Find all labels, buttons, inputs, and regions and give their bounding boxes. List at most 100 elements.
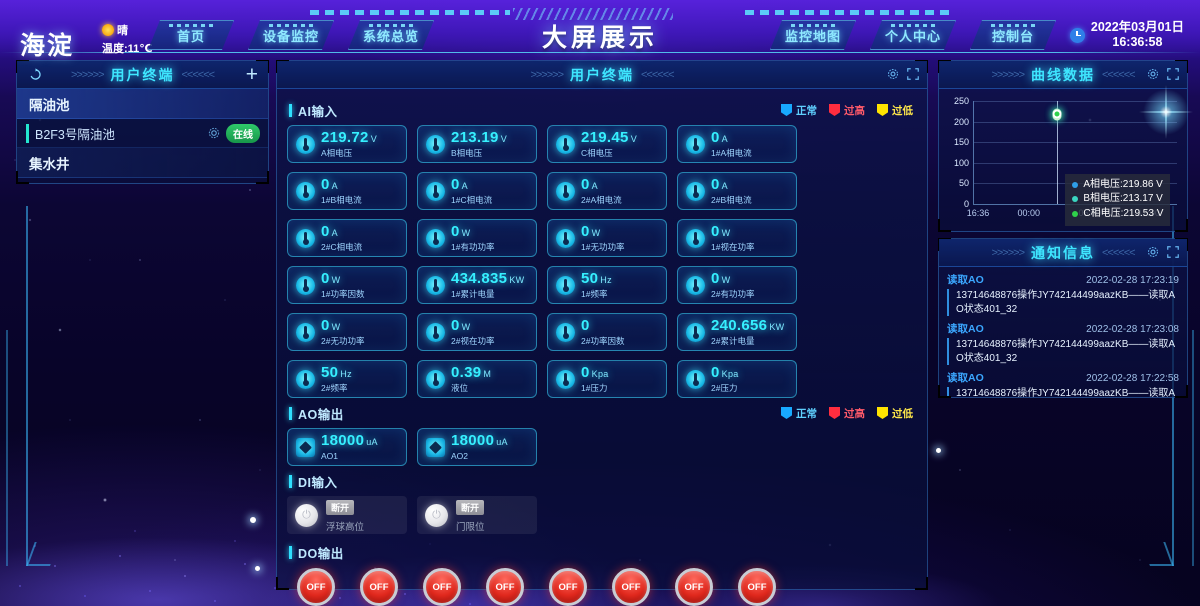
ai-tile-label: 2#视在功率	[451, 335, 495, 346]
ai-tile-unit: A	[721, 134, 728, 145]
gear-icon[interactable]	[887, 68, 899, 80]
ai-tile-unit: W	[461, 228, 471, 239]
ai-tile[interactable]: 50 Hz 2#频率	[287, 360, 407, 398]
gear-icon[interactable]	[1147, 246, 1159, 258]
status-badge: 在线	[226, 123, 260, 143]
section-ao-output: AO输出	[289, 404, 344, 423]
do-button[interactable]: OFF2#水泵	[360, 568, 398, 606]
do-button[interactable]: OFF4#水泵	[486, 568, 524, 606]
do-button-state[interactable]: OFF	[612, 568, 650, 606]
chart-y-tick: 50	[958, 178, 969, 189]
chart-gridline	[974, 142, 1177, 144]
ai-tile[interactable]: 240.656 KW 2#累计电量	[677, 313, 797, 351]
panel-title: 曲线数据	[1031, 66, 1095, 83]
do-button-state[interactable]: OFF	[549, 568, 587, 606]
tree-group-sump[interactable]: 集水井	[17, 148, 268, 178]
chart-x-tick: 00:00	[1017, 208, 1041, 218]
section-label: AO输出	[298, 408, 344, 422]
power-icon	[295, 503, 318, 527]
fullscreen-icon[interactable]	[1167, 246, 1179, 258]
ai-tile[interactable]: 0 2#功率因数	[547, 313, 667, 351]
ai-tile[interactable]: 219.72 V A相电压	[287, 125, 407, 163]
decorative-glow-dot	[255, 566, 260, 571]
chart-plot-area[interactable]: 05010015020025016:3600:0006:0012:00A相电压:…	[954, 96, 1177, 226]
ao-tile-value: 18000 uA	[321, 432, 378, 450]
ai-tile[interactable]: 0 A 2#A相电流	[547, 172, 667, 210]
ai-tile[interactable]: 50 Hz 1#频率	[547, 266, 667, 304]
do-button[interactable]: OFF3#阀门	[675, 568, 713, 606]
do-button[interactable]: OFF2#阀门	[612, 568, 650, 606]
refresh-icon[interactable]	[29, 68, 42, 81]
nav-item-console[interactable]: 控制台	[970, 20, 1056, 50]
add-terminal-button[interactable]: +	[245, 63, 258, 86]
gear-icon[interactable]	[1147, 68, 1159, 80]
ai-tile-value: 0.39 M	[451, 364, 492, 382]
do-button-state[interactable]: OFF	[738, 568, 776, 606]
ai-tile[interactable]: 0 W 2#无功功率	[287, 313, 407, 351]
gauge-icon	[686, 275, 705, 295]
chart-gridline	[974, 121, 1177, 123]
do-button-state[interactable]: OFF	[675, 568, 713, 606]
do-button-state[interactable]: OFF	[423, 568, 461, 606]
tree-item-b2f3[interactable]: B2F3号隔油池 在线	[17, 119, 268, 148]
do-button[interactable]: OFF3#水泵	[423, 568, 461, 606]
legend-label-low: 过低	[892, 407, 913, 420]
tree-group-oil-tank[interactable]: 隔油池	[17, 89, 268, 119]
ai-tile-unit: W	[331, 322, 341, 333]
legend-label-high: 过高	[844, 407, 865, 420]
ai-tile[interactable]: 0 A 2#C相电流	[287, 219, 407, 257]
ai-tile[interactable]: 219.45 V C相电压	[547, 125, 667, 163]
do-button-state[interactable]: OFF	[297, 568, 335, 606]
power-icon	[425, 503, 448, 527]
notification-list[interactable]: 读取AO 2022-02-28 17:23:19 13714648876操作JY74…	[939, 267, 1187, 397]
ao-tile[interactable]: 18000 uA AO2	[417, 428, 537, 466]
ai-tile[interactable]: 0 A 1#C相电流	[417, 172, 537, 210]
ai-tile[interactable]: 0 W 1#视在功率	[677, 219, 797, 257]
ao-tile[interactable]: 18000 uA AO1	[287, 428, 407, 466]
ao-tile-value: 18000 uA	[451, 432, 508, 450]
do-button[interactable]: OFF报警器	[738, 568, 776, 606]
notification-item[interactable]: 读取AO 2022-02-28 17:23:19 13714648876操作JY74…	[947, 272, 1179, 316]
ai-tile[interactable]: 0 A 2#B相电流	[677, 172, 797, 210]
nav-item-user-center[interactable]: 个人中心	[870, 20, 956, 50]
do-button-state[interactable]: OFF	[486, 568, 524, 606]
gear-icon[interactable]	[208, 127, 220, 139]
ai-tile[interactable]: 0 W 2#有功功率	[677, 266, 797, 304]
ai-tile[interactable]: 0 W 2#视在功率	[417, 313, 537, 351]
tooltip-label: A相电压:219.86 V	[1083, 178, 1163, 190]
do-button[interactable]: OFF1#阀门	[549, 568, 587, 606]
fullscreen-icon[interactable]	[907, 68, 919, 80]
nav-item-monitor-map[interactable]: 监控地图	[770, 20, 856, 50]
notification-body: 13714648876操作JY742144499aazKB——读取AO状态401…	[947, 289, 1179, 316]
ai-tile[interactable]: 0 Kpa 1#压力	[547, 360, 667, 398]
chevron-left-deco: <<<<<<	[181, 68, 216, 81]
fullscreen-icon[interactable]	[1167, 68, 1179, 80]
ai-tile[interactable]: 0 A 1#A相电流	[677, 125, 797, 163]
ai-tile-label: 1#视在功率	[711, 241, 755, 252]
ai-tile-unit: KW	[769, 322, 785, 333]
ai-tile[interactable]: 0.39 M 液位	[417, 360, 537, 398]
do-button-state[interactable]: OFF	[360, 568, 398, 606]
ai-tile[interactable]: 213.19 V B相电压	[417, 125, 537, 163]
ai-tile[interactable]: 0 Kpa 2#压力	[677, 360, 797, 398]
gauge-icon	[686, 134, 705, 154]
ai-tile[interactable]: 0 W 1#有功功率	[417, 219, 537, 257]
panel-title: 用户终端	[570, 66, 634, 83]
notification-item[interactable]: 读取AO 2022-02-28 17:22:58 13714648876操作JY74…	[947, 370, 1179, 397]
do-button[interactable]: OFF1#水泵	[297, 568, 335, 606]
ai-tile-label: 2#无功功率	[321, 335, 365, 346]
ai-tile[interactable]: 0 A 1#B相电流	[287, 172, 407, 210]
notification-item[interactable]: 读取AO 2022-02-28 17:23:08 13714648876操作JY74…	[947, 321, 1179, 365]
ai-tile[interactable]: 434.835 KW 1#累计电量	[417, 266, 537, 304]
notification-body: 13714648876操作JY742144499aazKB——读取AO状态401…	[947, 387, 1179, 397]
legend-swatch-high	[829, 104, 840, 116]
ai-tile[interactable]: 0 W 1#功率因数	[287, 266, 407, 304]
ai-tile[interactable]: 0 W 1#无功功率	[547, 219, 667, 257]
curve-chart[interactable]: 05010015020025016:3600:0006:0012:00A相电压:…	[939, 85, 1193, 231]
